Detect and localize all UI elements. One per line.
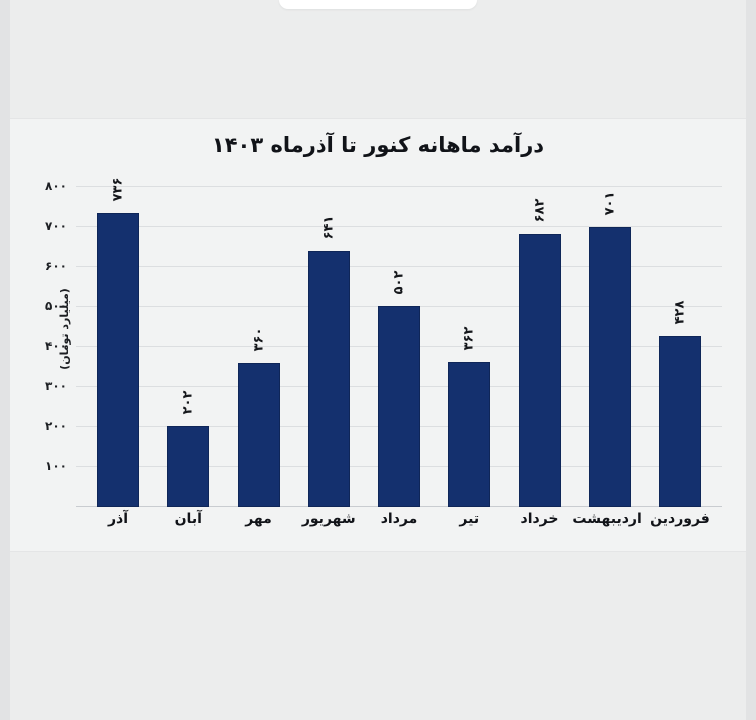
bar[interactable] bbox=[97, 212, 139, 507]
bar[interactable] bbox=[588, 226, 631, 507]
bar-value-label: ۵۰۲ bbox=[391, 270, 407, 295]
bar-value-label: ۲۰۲ bbox=[180, 390, 196, 415]
y-axis-tick-label: ۶۰۰ bbox=[45, 259, 67, 273]
x-axis-category-label: مهر bbox=[245, 511, 272, 527]
plot-area: (میلیارد تومان) ۱۰۰ ۲۰۰ ۳۰۰ ۴۰۰ ۵۰۰ ۶۰۰ ۷۰۰ ۸۰۰… bbox=[10, 119, 746, 551]
bar[interactable] bbox=[518, 234, 561, 507]
chart-title: درآمد ماهانه کنور تا آذرماه ۱۴۰۳ bbox=[211, 133, 545, 157]
bar-slot: ۳۶۲ bbox=[437, 187, 501, 507]
gridline: ۶۰۰ bbox=[45, 259, 722, 273]
x-axis-category-label: مرداد bbox=[380, 511, 418, 527]
plot-canvas: ۱۰۰ ۲۰۰ ۳۰۰ ۴۰۰ ۵۰۰ ۶۰۰ ۷۰۰ ۸۰۰ ۷۳۶ ۲۰۲ ۳۶۰ ۶۴۱ ۵۰۲… bbox=[45, 177, 722, 507]
bar-value-label: ۷۰۱ bbox=[602, 191, 618, 216]
bar-value-label: ۴۲۸ bbox=[672, 300, 688, 325]
bar-value-label: ۷۳۶ bbox=[110, 177, 126, 202]
x-axis-labels: آذر آبان مهر شهریور مرداد تیر خرداد اردیبهشت فرو… bbox=[76, 511, 722, 527]
bar-value-label: ۳۶۲ bbox=[461, 326, 477, 351]
y-axis-tick-label: ۷۰۰ bbox=[45, 219, 67, 233]
bar[interactable] bbox=[448, 362, 491, 507]
bar-slot: ۶۸۲ bbox=[508, 187, 572, 507]
left-rail bbox=[0, 0, 10, 720]
bar-value-label: ۶۴۱ bbox=[321, 215, 337, 240]
bar-slot: ۳۶۰ bbox=[227, 187, 291, 507]
bar[interactable] bbox=[659, 335, 701, 507]
bar-slot: ۶۴۱ bbox=[297, 187, 361, 507]
y-axis-tick-label: ۳۰۰ bbox=[45, 379, 67, 393]
x-axis-category-label: شهریور bbox=[301, 511, 356, 527]
y-axis-tick-label: ۴۰۰ bbox=[45, 339, 67, 353]
y-axis-title: (میلیارد تومان) bbox=[58, 288, 71, 370]
top-notch bbox=[279, 0, 477, 9]
bar[interactable] bbox=[237, 363, 280, 507]
y-axis-tick-label: ۲۰۰ bbox=[45, 419, 67, 433]
gridline: ۷۰۰ bbox=[45, 219, 722, 233]
x-axis-category-label: فروردین bbox=[650, 511, 710, 527]
y-axis-tick-label: ۸۰۰ bbox=[45, 179, 67, 193]
bar-slot: ۴۲۸ bbox=[648, 187, 712, 507]
x-axis-category-label: خرداد bbox=[520, 511, 559, 527]
bar[interactable] bbox=[378, 306, 420, 507]
bar-slot: ۷۳۶ bbox=[86, 177, 150, 507]
gridline: ۸۰۰ bbox=[45, 179, 722, 193]
x-axis-category-label: آبان bbox=[174, 511, 202, 527]
y-axis-tick-label: ۵۰۰ bbox=[45, 299, 67, 313]
bar-value-label: ۶۸۲ bbox=[532, 198, 547, 223]
x-axis-category-label: اردیبهشت bbox=[572, 511, 642, 527]
bar-slot: ۲۰۲ bbox=[156, 187, 220, 507]
bar[interactable] bbox=[167, 426, 210, 507]
bar-value-label: ۳۶۰ bbox=[251, 327, 266, 352]
bar-slot: ۵۰۲ bbox=[367, 187, 431, 507]
chart-card: درآمد ماهانه کنور تا آذرماه ۱۴۰۳ (میلیار… bbox=[10, 118, 746, 552]
x-axis-category-label: تیر bbox=[459, 511, 480, 527]
bar-slot: ۷۰۱ bbox=[578, 187, 642, 507]
x-axis-category-label: آذر bbox=[107, 511, 129, 527]
right-rail bbox=[746, 0, 756, 720]
bar[interactable] bbox=[307, 250, 350, 507]
y-axis-tick-label: ۱۰۰ bbox=[45, 459, 67, 473]
bar-series: ۷۳۶ ۲۰۲ ۳۶۰ ۶۴۱ ۵۰۲ ۳۶۲ ۶۸۲ ۷۰۱ ۴۲۸ bbox=[76, 177, 722, 507]
